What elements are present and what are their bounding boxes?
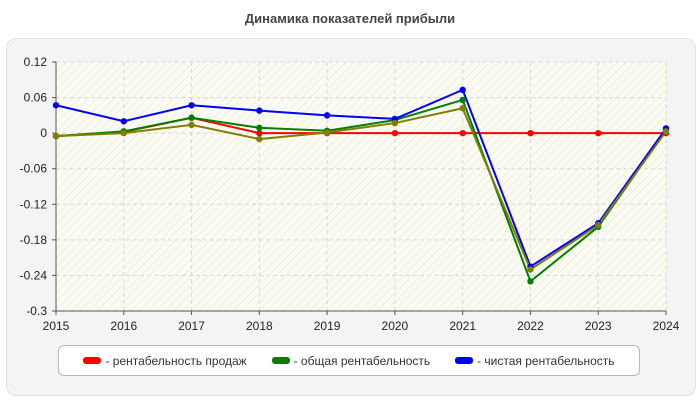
legend-swatch-red — [83, 357, 102, 364]
series-points — [52, 86, 670, 285]
x-tick-label: 2018 — [246, 319, 273, 333]
series-line-2 — [55, 88, 667, 268]
y-tick-label: -0.12 — [20, 197, 48, 211]
x-tick-label: 2019 — [314, 319, 341, 333]
data-point-1 — [459, 96, 466, 104]
data-point-0 — [595, 129, 602, 137]
y-tick-label: 0.12 — [24, 55, 48, 69]
data-point-3 — [459, 105, 466, 112]
data-point-1 — [527, 278, 534, 285]
data-point-1 — [256, 124, 263, 132]
x-tick-label: 2024 — [653, 319, 680, 333]
y-tick-label: 0.06 — [24, 91, 48, 105]
x-tick-label: 2021 — [449, 319, 476, 333]
legend-swatch-green — [271, 357, 290, 364]
x-tick-label: 2023 — [585, 319, 612, 333]
data-point-2 — [323, 112, 331, 119]
x-tick-label: 2016 — [110, 319, 137, 333]
data-point-2 — [188, 102, 195, 109]
data-point-3 — [527, 266, 534, 273]
legend: - рентабельность продаж - общая рентабел… — [58, 345, 640, 376]
y-tick-label: 0 — [40, 126, 47, 140]
legend-label: - общая рентабельность — [293, 353, 431, 368]
data-point-3 — [662, 128, 670, 135]
legend-label: - чистая рентабельность — [477, 353, 615, 368]
y-tick-label: -0.06 — [20, 162, 48, 176]
series-lines — [55, 88, 667, 283]
series-line-1 — [55, 98, 667, 283]
legend-item-sales-margin: - рентабельность продаж — [83, 353, 247, 368]
legend-item-net-margin: - чистая рентабельность — [455, 353, 615, 368]
series-line-3 — [55, 107, 667, 271]
data-point-3 — [120, 129, 127, 137]
chart-title: Динамика показателей прибыли — [244, 11, 456, 26]
y-tick-label: -0.3 — [26, 304, 47, 318]
x-tick-label: 2017 — [178, 319, 205, 333]
data-point-2 — [256, 107, 263, 114]
data-point-3 — [323, 129, 331, 136]
y-tick-label: -0.24 — [20, 268, 48, 282]
x-tick-label: 2020 — [382, 319, 409, 333]
legend-item-total-margin: - общая рентабельность — [271, 353, 431, 368]
x-tick-label: 2022 — [517, 319, 544, 333]
data-point-1 — [188, 114, 195, 121]
data-point-0 — [459, 129, 466, 137]
data-point-2 — [459, 86, 466, 94]
legend-label: - рентабельность продаж — [105, 353, 247, 368]
data-point-3 — [188, 121, 195, 129]
data-point-3 — [595, 221, 602, 229]
data-point-0 — [256, 129, 263, 137]
data-point-2 — [52, 102, 60, 109]
data-point-3 — [52, 132, 60, 140]
data-point-0 — [391, 129, 399, 137]
x-tick-label: 2015 — [43, 319, 70, 333]
data-point-3 — [256, 135, 263, 143]
data-point-3 — [391, 119, 399, 127]
data-point-2 — [120, 118, 127, 125]
data-point-0 — [527, 129, 534, 137]
y-tick-label: -0.18 — [20, 233, 48, 247]
legend-swatch-blue — [455, 357, 474, 364]
plot-area — [56, 62, 666, 311]
